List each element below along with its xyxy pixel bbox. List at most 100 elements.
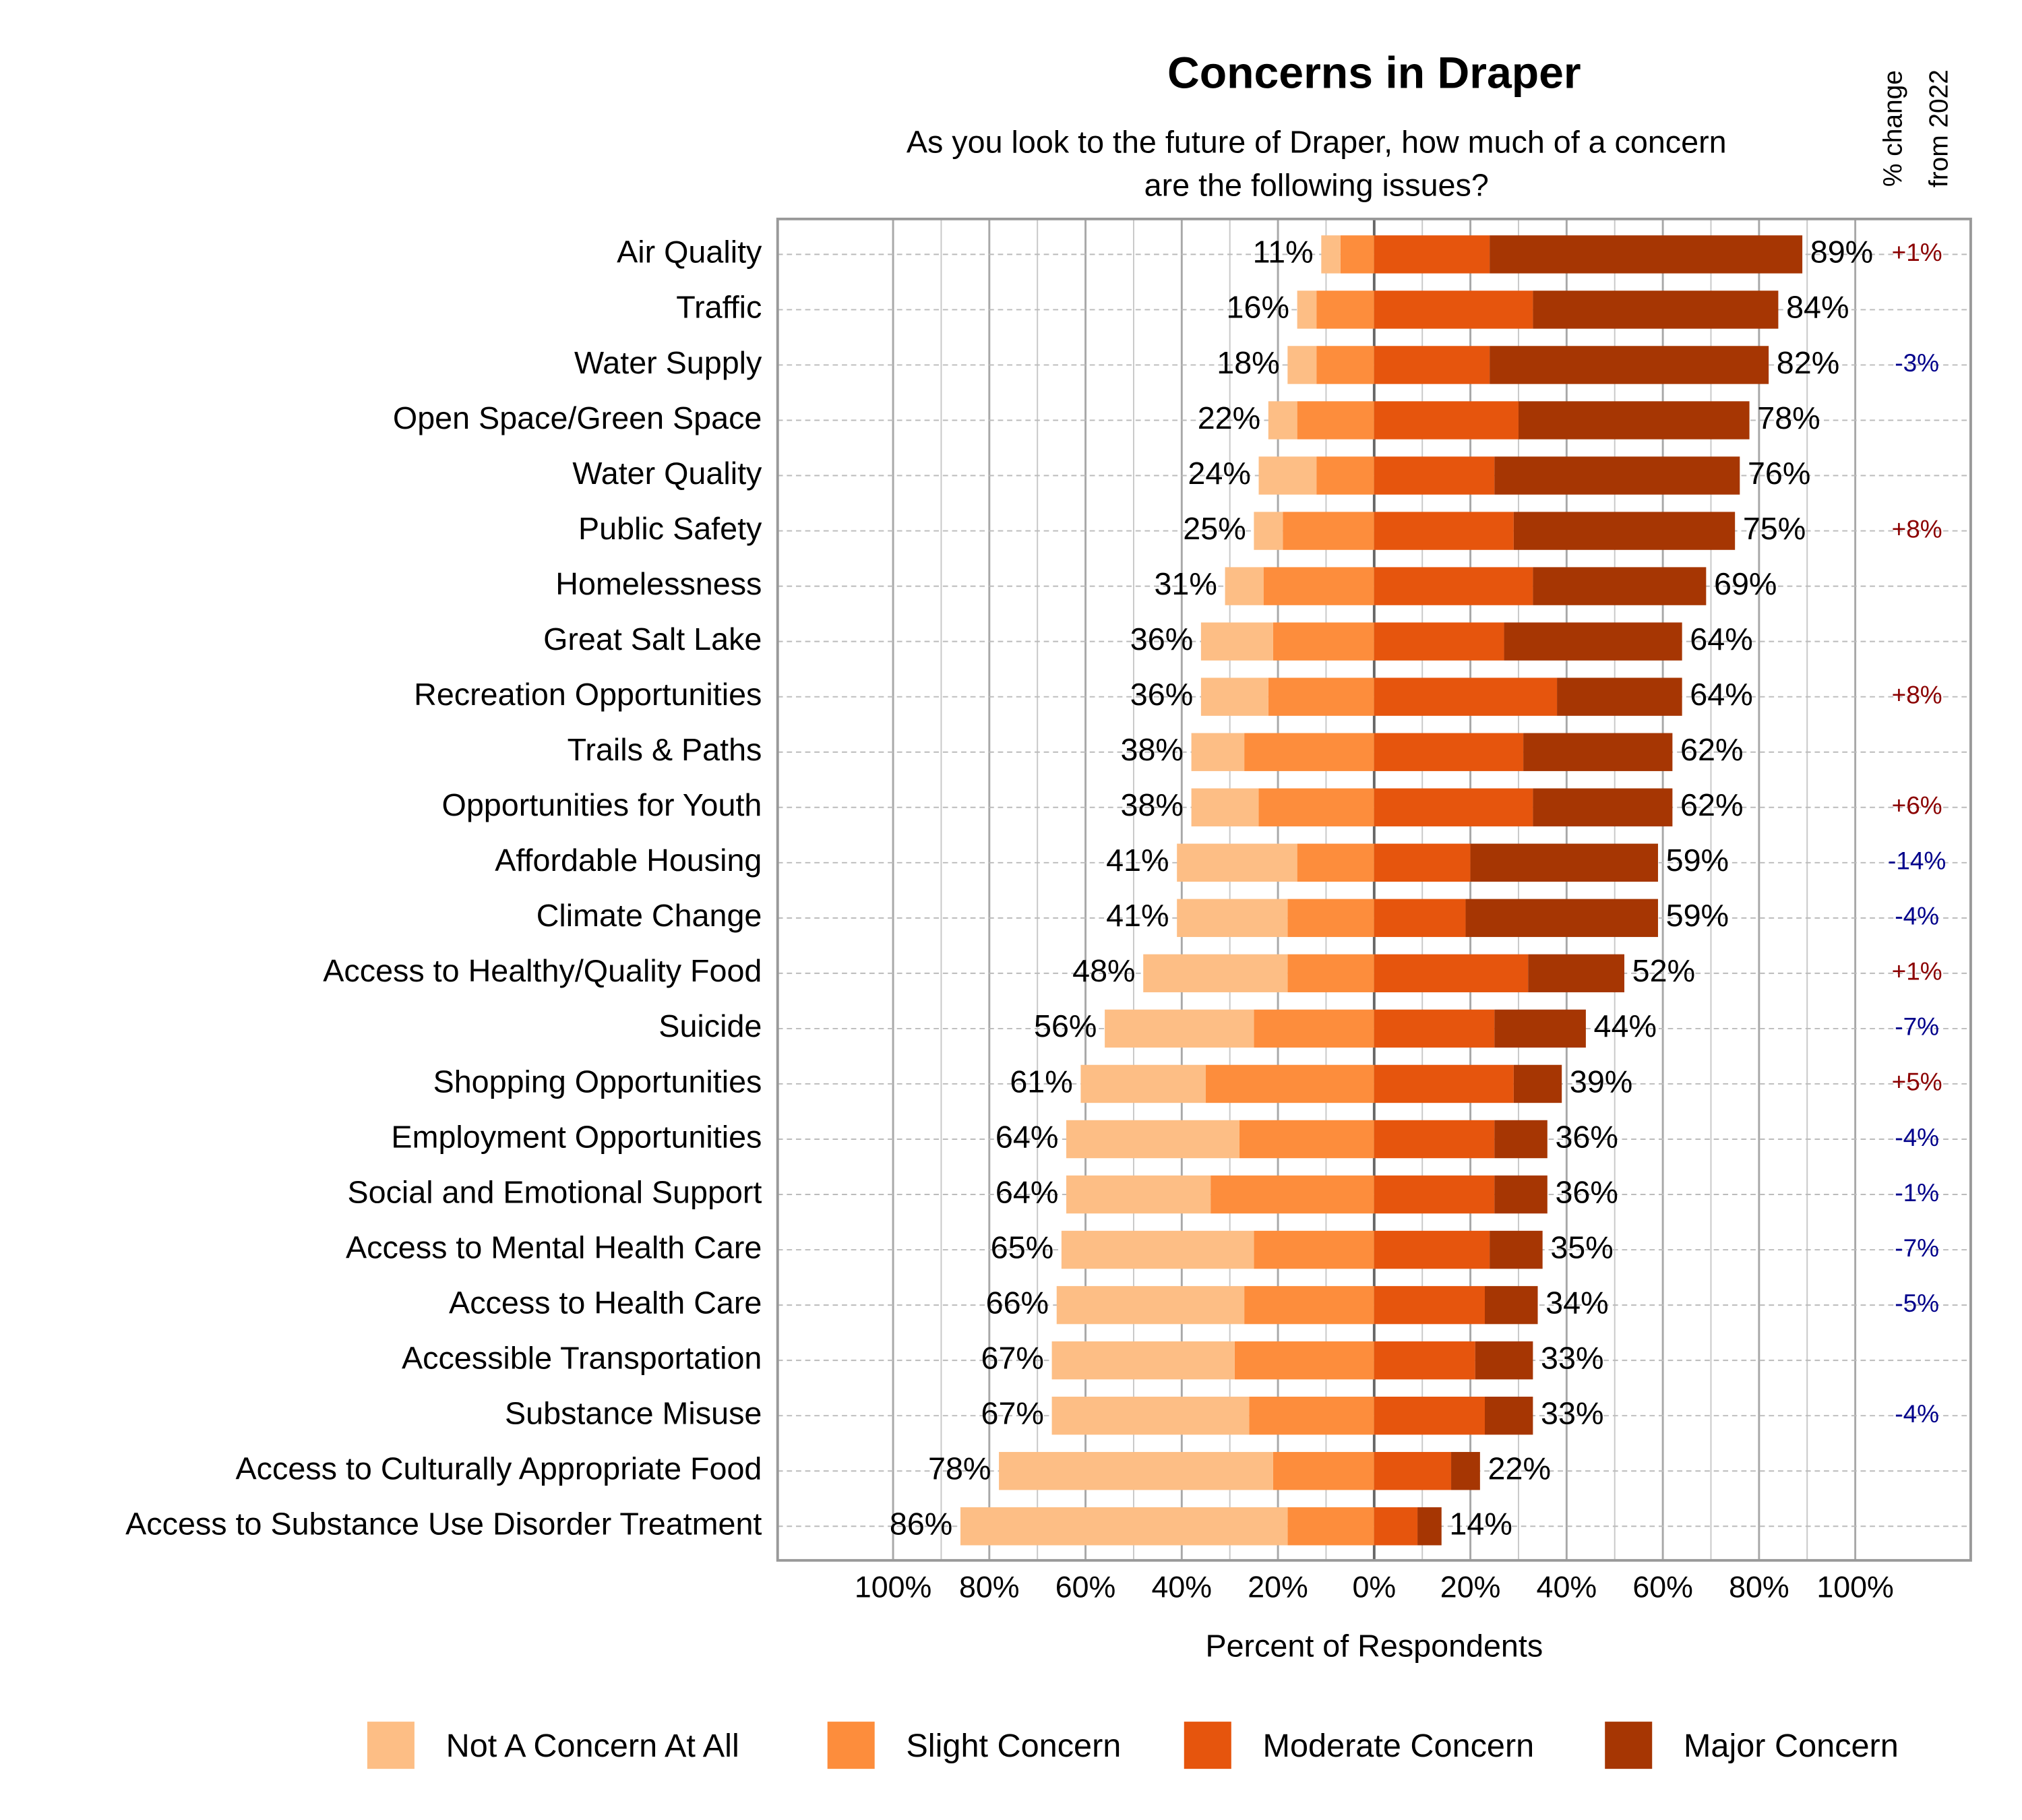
plot-frame [776,217,1972,1562]
bar-segment [1374,401,1519,439]
bar-segment [1143,954,1288,993]
bar-segment [1200,677,1268,716]
total-label: 89% [1810,235,1873,270]
bar-segment [1490,235,1803,274]
total-label: 44% [1594,1008,1657,1043]
total-label: 78% [1757,400,1820,435]
bar-segment [1177,899,1288,938]
category-label: Access to Mental Health Care [346,1230,762,1265]
legend-label: Slight Concern [906,1728,1121,1764]
bar-segment [1061,1230,1254,1269]
bar-segment [1066,1175,1211,1214]
total-label: 67% [981,1396,1044,1431]
legend-swatch [367,1722,415,1769]
bar-segment [1287,346,1317,384]
legend-label: Major Concern [1684,1728,1899,1764]
category-label: Accessible Transportation [402,1340,762,1375]
bar-segment [1206,1064,1374,1103]
x-tick-label: 80% [959,1570,1020,1604]
category-label: Great Salt Lake [543,621,762,657]
category-label: Access to Culturally Appropriate Food [236,1451,762,1486]
bar-segment [1066,1120,1239,1159]
bar-segment [1470,843,1658,882]
change-label: -14% [1888,847,1946,875]
chart-subtitle: are the following issues? [1144,167,1489,202]
change-label: -4% [1895,1400,1939,1428]
category-label: Traffic [676,290,762,325]
total-label: 62% [1680,732,1743,767]
total-label: 33% [1541,1396,1603,1431]
bar-segment [1258,456,1317,495]
bar-segment [1239,1120,1374,1159]
bar-segment [999,1452,1273,1490]
bar-segment [1316,346,1374,384]
change-label: +1% [1892,239,1942,266]
bar-segment [1297,843,1374,882]
legend-swatch [827,1722,875,1769]
x-tick-label: 100% [1816,1570,1893,1604]
bar-segment [1374,1175,1495,1214]
bar-segment [1056,1285,1245,1325]
bar-segment [1374,1452,1452,1490]
category-label: Social and Emotional Support [347,1174,762,1209]
total-label: 61% [1010,1064,1072,1099]
total-label: 75% [1743,511,1806,546]
change-label: +5% [1892,1068,1942,1096]
bar-segment [1374,1396,1485,1435]
bar-segment [1191,788,1259,826]
category-label: Employment Opportunities [391,1119,762,1154]
x-tick-label: 40% [1537,1570,1597,1604]
bar-segment [1374,677,1558,716]
legend-label: Moderate Concern [1262,1728,1534,1764]
total-label: 11% [1253,235,1314,270]
bar-segment [1374,1009,1495,1048]
total-label: 56% [1034,1008,1097,1043]
total-label: 31% [1154,566,1217,601]
category-label: Suicide [658,1008,762,1043]
bar-segment [1297,401,1374,439]
change-label: -5% [1895,1290,1939,1317]
total-label: 78% [928,1451,991,1486]
bar-segment [1316,291,1374,329]
bar-segment [1297,291,1317,329]
bar-segment [1374,1507,1418,1546]
bar-segment [1374,512,1514,550]
total-label: 65% [991,1230,1053,1265]
category-label: Open Space/Green Space [393,400,762,435]
legend-label: Not A Concern At All [446,1728,739,1764]
x-tick-label: 20% [1248,1570,1308,1604]
total-label: 48% [1072,953,1135,988]
x-tick-label: 0% [1353,1570,1397,1604]
bar-segment [1490,1230,1543,1269]
change-label: -7% [1895,1013,1939,1041]
bar-segment [960,1507,1288,1546]
bar-segment [1051,1396,1250,1435]
total-label: 67% [981,1340,1044,1375]
change-title: % change [1878,70,1907,187]
change-label: +6% [1892,792,1942,820]
bar-segment [1263,567,1374,605]
bar-segment [1287,954,1374,993]
bar-segment [1268,401,1297,439]
total-label: 33% [1541,1340,1603,1375]
chart-subtitle: As you look to the future of Draper, how… [907,124,1727,159]
x-tick-label: 80% [1729,1570,1789,1604]
bar-segment [1211,1175,1374,1214]
total-label: 59% [1666,843,1729,878]
bar-segment [1249,1396,1374,1435]
category-label: Public Safety [578,511,762,546]
bar-segment [1051,1341,1235,1380]
bar-segment [1513,512,1736,550]
bar-segment [1177,843,1297,882]
bar-segment [1374,788,1533,826]
bar-segment [1273,1452,1374,1490]
category-label: Affordable Housing [495,843,762,878]
bar-segment [1374,733,1524,771]
bar-segment [1374,456,1495,495]
bar-segment [1494,1120,1548,1159]
total-label: 76% [1748,456,1810,491]
total-label: 34% [1545,1285,1608,1320]
bar-segment [1533,567,1707,605]
bar-segment [1283,512,1374,550]
